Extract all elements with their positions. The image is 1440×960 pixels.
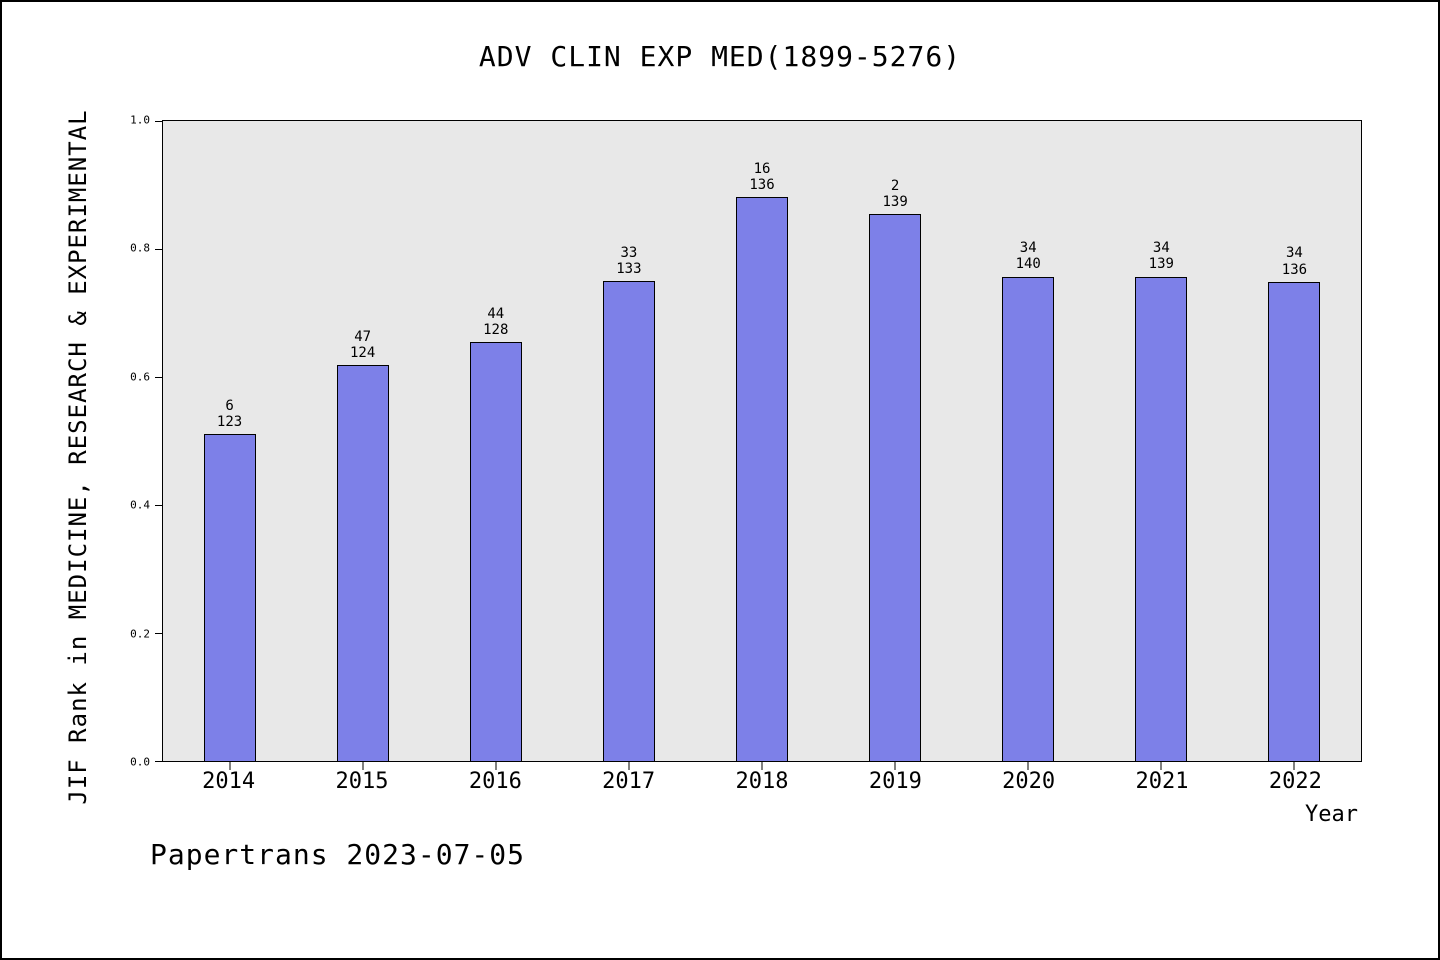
bar-value-label-2019: 2 139 (882, 178, 907, 210)
x-tick-mark (229, 762, 231, 770)
y-tick-label-0.8: 0.8 (130, 241, 150, 255)
y-tick-label-0.2: 0.2 (130, 627, 150, 641)
rank-label: 2 (890, 177, 900, 194)
total-label: 133 (616, 260, 642, 277)
y-tick-mark (155, 505, 162, 506)
x-tick-label-2017: 2017 (602, 769, 656, 794)
bar-2020 (1002, 276, 1055, 761)
bar-2022 (1268, 281, 1321, 761)
total-label: 139 (1148, 256, 1174, 273)
bar-value-label-2018: 16 136 (749, 161, 774, 193)
bar-value-label-2014: 6 123 (217, 398, 242, 430)
total-label: 140 (1015, 256, 1041, 273)
x-tick-label-2018: 2018 (735, 769, 789, 794)
rank-label: 16 (753, 160, 771, 177)
plot-area: 6 123 47 124 44 128 33 133 16 136 2 139 34 140 34 139 34… (155, 120, 1362, 770)
total-label: 124 (350, 345, 376, 362)
bar-2018 (736, 197, 788, 761)
rank-label: 34 (1286, 245, 1303, 262)
y-tick-mark (155, 633, 162, 634)
x-tick-label-2014: 2014 (202, 769, 256, 794)
bar-2019 (869, 213, 922, 761)
x-tick-mark (628, 762, 630, 770)
y-tick-label-0.4: 0.4 (130, 498, 150, 512)
bar-2014 (203, 433, 256, 761)
bar-2017 (602, 281, 655, 761)
rank-label: 34 (1152, 240, 1170, 257)
total-label: 136 (749, 177, 775, 194)
x-tick-mark (761, 762, 763, 770)
chart-title: ADV CLIN EXP MED(1899-5276) (478, 40, 962, 73)
y-tick-mark (155, 377, 162, 378)
y-axis-ticks: 0.0 0.2 0.4 0.6 0.8 1.0 (2, 114, 154, 769)
total-label: 123 (216, 413, 243, 430)
x-tick-mark (894, 762, 896, 770)
bar-2015 (336, 365, 389, 761)
x-tick-label-2020: 2020 (1002, 769, 1056, 794)
y-tick-label-0.6: 0.6 (130, 370, 150, 384)
rank-label: 47 (354, 329, 372, 346)
x-tick-mark (1027, 762, 1029, 770)
x-tick-label-2022: 2022 (1268, 769, 1322, 794)
bar-value-label-2015: 47 124 (350, 329, 375, 361)
y-tick-mark (155, 761, 162, 762)
bar-2016 (469, 341, 522, 761)
rank-label: 44 (487, 305, 505, 322)
bar-value-label-2022: 34 136 (1282, 245, 1307, 277)
x-tick-label-2016: 2016 (468, 769, 522, 794)
rank-label: 33 (620, 244, 638, 261)
y-tick-label-0.0: 0.0 (130, 755, 150, 769)
bar-value-label-2017: 33 133 (616, 245, 641, 277)
x-axis-label: Year (1305, 802, 1358, 827)
total-label: 136 (1281, 261, 1308, 278)
watermark-text: Papertrans 2023-07-05 (150, 838, 526, 871)
x-tick-label-2019: 2019 (868, 769, 922, 794)
bar-value-label-2021: 34 139 (1149, 240, 1174, 272)
rank-label: 6 (225, 397, 234, 414)
x-tick-mark (1293, 762, 1295, 770)
y-tick-mark (155, 249, 162, 250)
x-tick-mark (1160, 762, 1162, 770)
rank-label: 34 (1019, 240, 1037, 257)
x-tick-label-2015: 2015 (335, 769, 389, 794)
x-tick-mark (495, 762, 497, 770)
x-tick-label-2021: 2021 (1135, 769, 1189, 794)
bar-value-label-2020: 34 140 (1016, 240, 1041, 272)
y-tick-label-1.0: 1.0 (130, 113, 150, 127)
x-axis-ticks: 2014 2015 2016 2017 2018 2019 2020 2021 2022 (162, 765, 1362, 799)
total-label: 139 (882, 193, 908, 210)
y-tick-mark (155, 121, 162, 122)
bar-2021 (1135, 276, 1188, 761)
bar-value-label-2016: 44 128 (483, 306, 508, 338)
total-label: 128 (483, 321, 509, 338)
x-tick-mark (362, 762, 364, 770)
